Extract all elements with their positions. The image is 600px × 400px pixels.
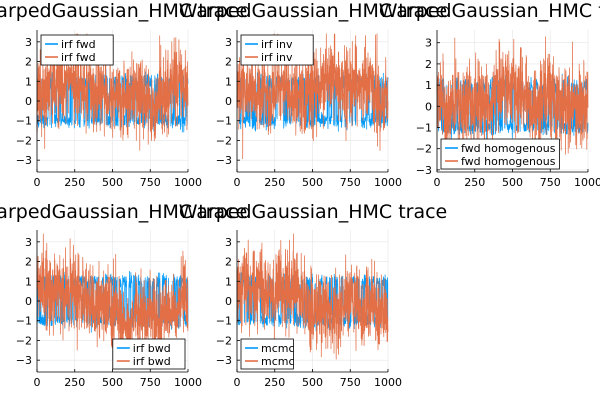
- x-tick-label: 500: [302, 176, 323, 189]
- y-tick-label: −3: [16, 154, 32, 167]
- trace-subplot: 0 250 500 750 1000 −3 −2 −1 0 1 2 3 fwd homogenousfw…: [416, 30, 600, 189]
- x-tick-label: 750: [140, 176, 161, 189]
- legend-box: [40, 34, 114, 66]
- y-tick-label: 0: [25, 95, 32, 108]
- subplot-title: WarpedGaussian_HMC trace: [379, 0, 600, 22]
- y-tick-label: 3: [425, 37, 432, 50]
- x-tick-label: 250: [264, 176, 285, 189]
- legend-box: [240, 338, 294, 370]
- legend-box: [240, 34, 314, 66]
- y-tick-label: 2: [225, 56, 232, 69]
- y-tick-label: −2: [216, 134, 232, 147]
- y-tick-label: 1: [225, 75, 232, 88]
- y-tick-label: 2: [225, 256, 232, 269]
- x-tick-label: 500: [502, 176, 523, 189]
- subplot-title: WarpedGaussian_HMC trace: [0, 201, 247, 223]
- y-tick-label: 2: [425, 58, 432, 71]
- series-line: [36, 33, 189, 151]
- y-tick-label: 3: [225, 36, 232, 49]
- y-tick-label: −1: [16, 315, 32, 328]
- x-tick-label: 250: [264, 376, 285, 389]
- x-tick-label: 0: [234, 376, 241, 389]
- y-tick-label: 3: [225, 236, 232, 249]
- x-tick-label: 500: [302, 376, 323, 389]
- subplot-title: WarpedGaussian_HMC trace: [0, 0, 247, 22]
- legend-label: fwd homogenous: [461, 142, 556, 155]
- legend-label: irf inv: [261, 38, 293, 51]
- legend-label: irf inv: [261, 51, 293, 64]
- y-tick-label: −1: [16, 115, 32, 128]
- y-tick-label: 0: [225, 295, 232, 308]
- legend-label: irf bwd: [133, 342, 171, 355]
- legend-label: fwd homogenous: [461, 155, 556, 168]
- series-line: [36, 233, 189, 368]
- series-line: [236, 268, 389, 334]
- x-tick-label: 0: [34, 176, 41, 189]
- legend-label: irf fwd: [61, 51, 96, 64]
- x-tick-label: 1000: [574, 176, 600, 189]
- legend-label: irf bwd: [133, 355, 171, 368]
- y-tick-label: −1: [216, 115, 232, 128]
- legend-box: [112, 338, 186, 370]
- y-tick-label: 2: [25, 256, 32, 269]
- legend-box: [440, 138, 560, 170]
- x-tick-label: 0: [34, 376, 41, 389]
- x-tick-label: 750: [540, 176, 561, 189]
- legend-label: irf fwd: [61, 38, 96, 51]
- y-tick-label: 3: [25, 236, 32, 249]
- x-tick-label: 250: [64, 176, 85, 189]
- x-tick-label: 1000: [174, 376, 202, 389]
- series-line: [236, 33, 389, 160]
- y-tick-label: 1: [425, 79, 432, 92]
- x-tick-label: 0: [234, 176, 241, 189]
- subplot-title: WarpedGaussian_HMC trace: [179, 0, 448, 22]
- x-tick-label: 750: [340, 176, 361, 189]
- y-tick-label: 1: [25, 275, 32, 288]
- series-line: [436, 36, 589, 168]
- y-tick-label: 3: [25, 36, 32, 49]
- subplot-title: WarpedGaussian_HMC trace: [179, 201, 448, 223]
- x-tick-label: 1000: [174, 176, 202, 189]
- legend-label: mcmc: [261, 342, 295, 355]
- y-tick-label: −3: [416, 164, 432, 177]
- y-tick-label: 1: [25, 75, 32, 88]
- y-tick-label: 1: [225, 275, 232, 288]
- y-tick-label: 0: [425, 100, 432, 113]
- y-tick-label: −1: [216, 315, 232, 328]
- x-tick-label: 1000: [374, 176, 402, 189]
- y-tick-label: −2: [16, 334, 32, 347]
- y-tick-label: −2: [216, 334, 232, 347]
- x-tick-label: 500: [102, 376, 123, 389]
- x-tick-label: 250: [464, 176, 485, 189]
- x-tick-label: 250: [64, 376, 85, 389]
- x-tick-label: 1000: [374, 376, 402, 389]
- y-tick-label: −3: [16, 354, 32, 367]
- legend-label: mcmc: [261, 355, 295, 368]
- y-tick-label: 2: [25, 56, 32, 69]
- x-tick-label: 750: [140, 376, 161, 389]
- x-tick-label: 0: [434, 176, 441, 189]
- x-tick-label: 750: [340, 376, 361, 389]
- x-tick-label: 500: [102, 176, 123, 189]
- y-tick-label: −2: [416, 143, 432, 156]
- y-tick-label: −3: [216, 154, 232, 167]
- y-tick-label: −1: [416, 121, 432, 134]
- y-tick-label: −2: [16, 134, 32, 147]
- y-tick-label: 0: [225, 95, 232, 108]
- y-tick-label: 0: [25, 295, 32, 308]
- y-tick-label: −3: [216, 354, 232, 367]
- series-line: [236, 233, 389, 360]
